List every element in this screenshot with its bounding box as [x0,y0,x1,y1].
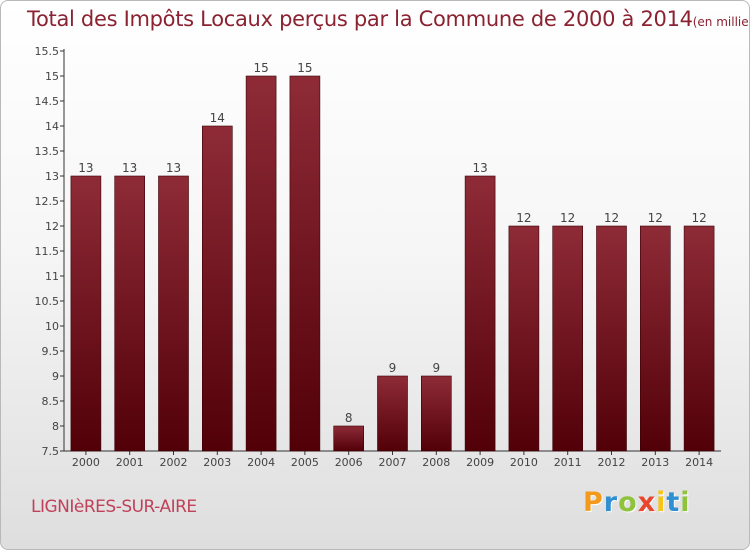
x-tick-label-2010: 2010 [510,456,538,469]
y-tick-label: 12.5 [35,195,60,208]
y-tick-label: 8 [52,420,59,433]
y-tick-label: 11 [45,270,59,283]
x-tick-label-2003: 2003 [203,456,231,469]
data-label-2006: 8 [345,411,353,425]
bar-2014 [683,225,715,452]
data-label-2002: 13 [166,161,181,175]
bar-2009 [464,175,496,452]
y-tick-label: 9.5 [42,345,60,358]
data-label-2009: 13 [472,161,487,175]
logo-letter: r [603,487,619,518]
data-label-2004: 15 [253,61,268,75]
x-tick-label-2008: 2008 [422,456,450,469]
y-tick-label: 14.5 [35,95,60,108]
data-label-2008: 9 [432,361,440,375]
x-tick-label-2011: 2011 [554,456,582,469]
data-labels: 13 13 13 14 15 15 8 9 9 13 12 12 12 12 12 [78,61,706,425]
bar-2008 [420,375,452,452]
chart-title-unit: (en milliers d'€) [692,15,749,29]
x-tick-label-2007: 2007 [379,456,407,469]
y-tick-label: 15 [45,70,59,83]
x-tick-label-2014: 2014 [685,456,713,469]
bar-2000 [70,175,102,452]
data-label-2005: 15 [297,61,312,75]
proxiti-logo[interactable]: Proxiti [583,487,691,518]
x-tick-label-2009: 2009 [466,456,494,469]
bar-2003 [202,125,233,452]
y-tick-label: 9 [52,370,59,383]
y-tick-label: 10 [45,320,59,333]
y-tick-label: 8.5 [42,395,60,408]
bar-2006 [333,425,365,452]
data-label-2013: 12 [648,211,663,225]
data-label-2011: 12 [560,211,575,225]
bar-2005 [289,75,321,452]
y-tick-label: 14 [45,120,59,133]
bar-2007 [377,375,408,452]
chart-title-text: Total des Impôts Locaux perçus par la Co… [27,7,693,31]
y-tick-label: 13.5 [35,145,60,158]
data-label-2000: 13 [78,161,93,175]
y-tick-label: 11.5 [35,245,60,258]
y-tick-label: 7.5 [42,445,60,458]
commune-name: LIGNIèRES-SUR-AIRE [31,497,197,517]
axes: 7.5 8 8.5 9 9.5 10 10.5 11 11.5 12 12.5 13 13.5 14 14.… [35,45,721,469]
bar-2004 [245,75,277,452]
data-label-2007: 9 [389,361,397,375]
x-tick-label-2000: 2000 [72,456,100,469]
bars [70,75,715,452]
bar-2013 [639,225,671,452]
x-tick-label-2004: 2004 [247,456,275,469]
bar-2012 [596,225,627,452]
logo-letter: x [637,487,657,518]
bar-2011 [552,225,584,452]
logo-letter: t [666,487,681,518]
x-tick-label-2001: 2001 [116,456,144,469]
logo-letter: i [680,487,691,518]
bar-2001 [114,175,145,452]
x-tick-label-2002: 2002 [160,456,188,469]
chart-title: Total des Impôts Locaux perçus par la Co… [27,7,749,31]
data-label-2014: 12 [691,211,706,225]
x-tick-label-2006: 2006 [335,456,363,469]
data-label-2012: 12 [604,211,619,225]
logo-letter: o [618,487,638,518]
data-label-2001: 13 [122,161,137,175]
y-tick-label: 12 [45,220,59,233]
x-tick-label-2013: 2013 [641,456,669,469]
data-label-2003: 14 [210,111,225,125]
data-label-2010: 12 [516,211,531,225]
y-tick-label: 15.5 [35,45,60,58]
y-tick-label: 10.5 [35,295,60,308]
x-tick-label-2012: 2012 [598,456,626,469]
logo-letter: i [656,487,667,518]
bar-2002 [158,175,189,452]
logo-letter: P [583,487,604,518]
x-tick-label-2005: 2005 [291,456,319,469]
y-tick-label: 13 [45,170,59,183]
bar-2010 [508,225,540,452]
